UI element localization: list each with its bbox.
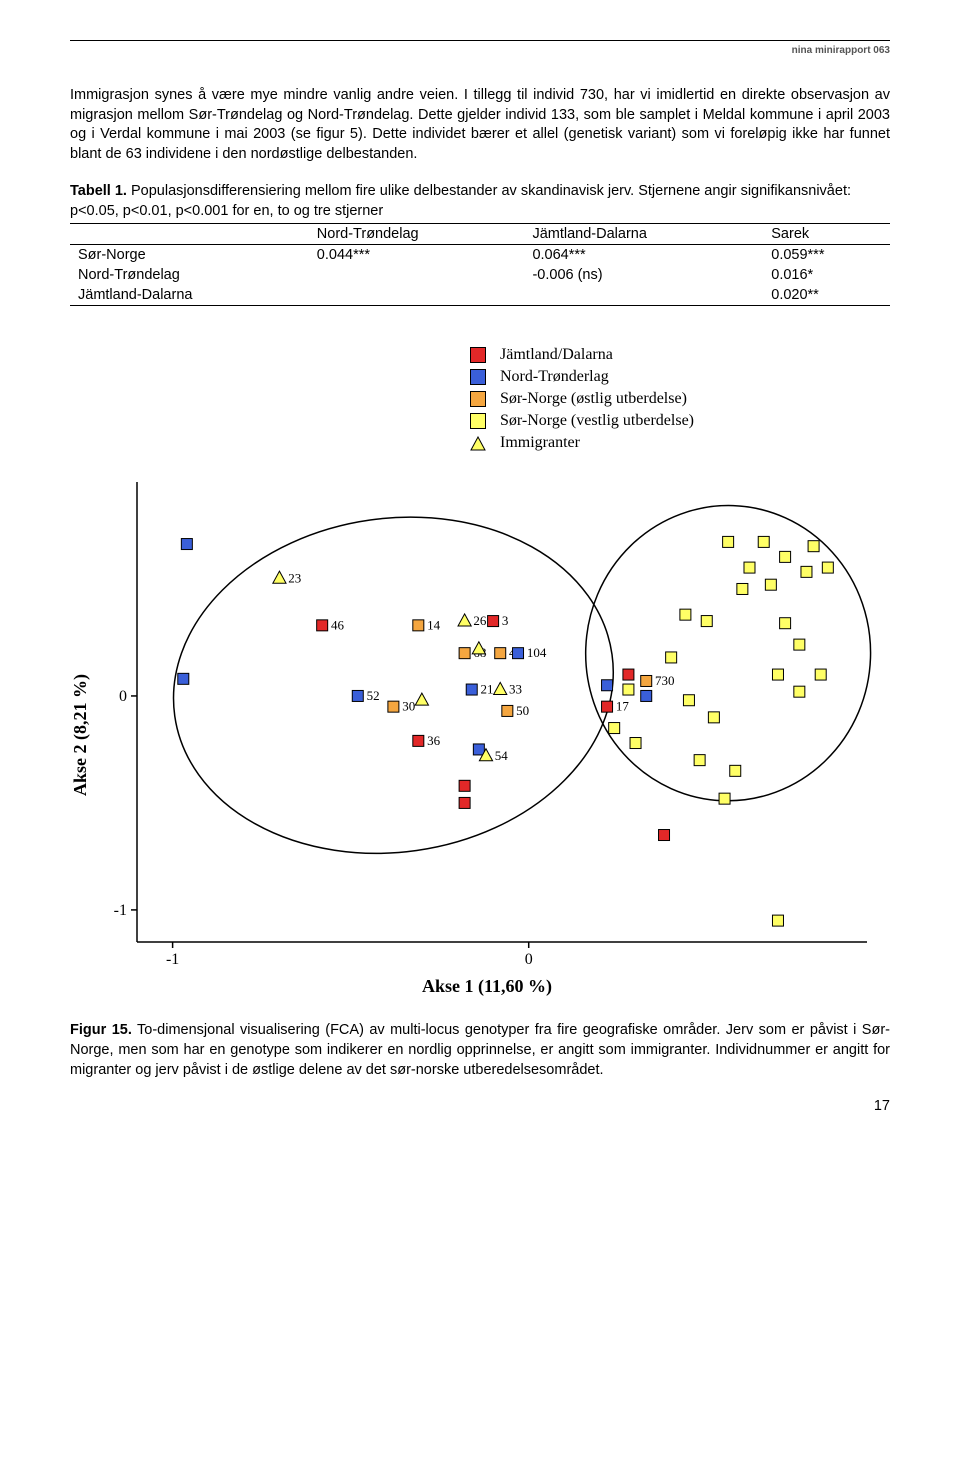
table-row: Nord-Trøndelag -0.006 (ns)0.016* (70, 265, 890, 285)
svg-text:33: 33 (509, 682, 522, 697)
chart-legend: Jämtland/Dalarna Nord-Trønderlag Sør-Norge… (470, 346, 890, 452)
table-cell: 0.044*** (309, 245, 525, 266)
svg-text:0: 0 (119, 688, 127, 705)
table-cell: 0.020** (763, 285, 890, 306)
x-axis-label: Akse 1 (11,60 %) (97, 976, 877, 997)
legend-label: Sør-Norge (østlig utberdelse) (500, 390, 687, 408)
legend-item: Jämtland/Dalarna (470, 346, 890, 364)
legend-swatch-icon (470, 413, 486, 429)
legend-label: Immigranter (500, 434, 580, 452)
svg-text:3: 3 (502, 613, 509, 628)
table-row: Jämtland-Dalarna 0.020** (70, 285, 890, 306)
svg-text:14: 14 (427, 618, 441, 633)
svg-text:0: 0 (525, 951, 533, 968)
col-nordtrond: Nord-Trøndelag (309, 224, 525, 245)
svg-text:17: 17 (616, 699, 630, 714)
svg-text:21: 21 (481, 682, 494, 697)
table-cell: Jämtland-Dalarna (70, 285, 309, 306)
col-sarek: Sarek (763, 224, 890, 245)
svg-text:36: 36 (427, 733, 441, 748)
legend-item: Sør-Norge (vestlig utberdelse) (470, 412, 890, 430)
table-caption-text: Populasjonsdifferensiering mellom fire u… (70, 183, 851, 219)
diff-table: Nord-Trøndelag Jämtland-Dalarna Sarek Sø… (70, 223, 890, 306)
table-cell: -0.006 (ns) (524, 265, 763, 285)
svg-text:54: 54 (495, 748, 509, 763)
figure-caption-text: To-dimensjonal visualisering (FCA) av mu… (70, 1022, 890, 1077)
chart-container: Akse 2 (8,21 %) -10-10234652301436266821… (70, 472, 890, 997)
y-axis-label: Akse 2 (8,21 %) (70, 674, 91, 796)
header-report-label: nina minirapport 063 (70, 45, 890, 56)
legend-item: Nord-Trønderlag (470, 368, 890, 386)
svg-text:-1: -1 (114, 902, 127, 919)
header-rule (70, 40, 890, 41)
legend-label: Sør-Norge (vestlig utberdelse) (500, 412, 694, 430)
page-number: 17 (70, 1098, 890, 1114)
svg-text:46: 46 (331, 618, 345, 633)
table-caption: Tabell 1. Populasjonsdifferensiering mel… (70, 182, 890, 221)
svg-text:26: 26 (473, 613, 487, 628)
figure-caption-bold: Figur 15. (70, 1022, 132, 1038)
scatter-plot: -10-102346523014362668213451043350541773… (97, 472, 877, 972)
figure-caption: Figur 15. To-dimensjonal visualisering (… (70, 1021, 890, 1080)
svg-text:50: 50 (516, 703, 529, 718)
svg-text:30: 30 (402, 699, 415, 714)
legend-label: Nord-Trønderlag (500, 368, 609, 386)
col-jamtland: Jämtland-Dalarna (524, 224, 763, 245)
legend-triangle-icon (470, 436, 486, 451)
table-cell (524, 285, 763, 306)
table-row: Sør-Norge0.044***0.064***0.059*** (70, 245, 890, 266)
legend-swatch-icon (470, 347, 486, 363)
table-cell: 0.016* (763, 265, 890, 285)
legend-swatch-icon (470, 391, 486, 407)
svg-text:-1: -1 (166, 951, 179, 968)
svg-text:730: 730 (655, 673, 675, 688)
table-header-row: Nord-Trøndelag Jämtland-Dalarna Sarek (70, 224, 890, 245)
legend-item: Immigranter (470, 434, 890, 452)
legend-item: Sør-Norge (østlig utberdelse) (470, 390, 890, 408)
table-cell: 0.059*** (763, 245, 890, 266)
svg-text:52: 52 (367, 688, 380, 703)
table-cell: Sør-Norge (70, 245, 309, 266)
table-cell: 0.064*** (524, 245, 763, 266)
col-blank (70, 224, 309, 245)
header-bold: nina minirapport 063 (792, 45, 890, 56)
legend-swatch-icon (470, 369, 486, 385)
table-caption-bold: Tabell 1. (70, 183, 127, 199)
svg-text:23: 23 (288, 571, 301, 586)
table-cell (309, 265, 525, 285)
table-cell (309, 285, 525, 306)
table-cell: Nord-Trøndelag (70, 265, 309, 285)
svg-text:104: 104 (527, 646, 547, 661)
intro-paragraph: Immigrasjon synes å være mye mindre vanl… (70, 86, 890, 164)
legend-label: Jämtland/Dalarna (500, 346, 613, 364)
